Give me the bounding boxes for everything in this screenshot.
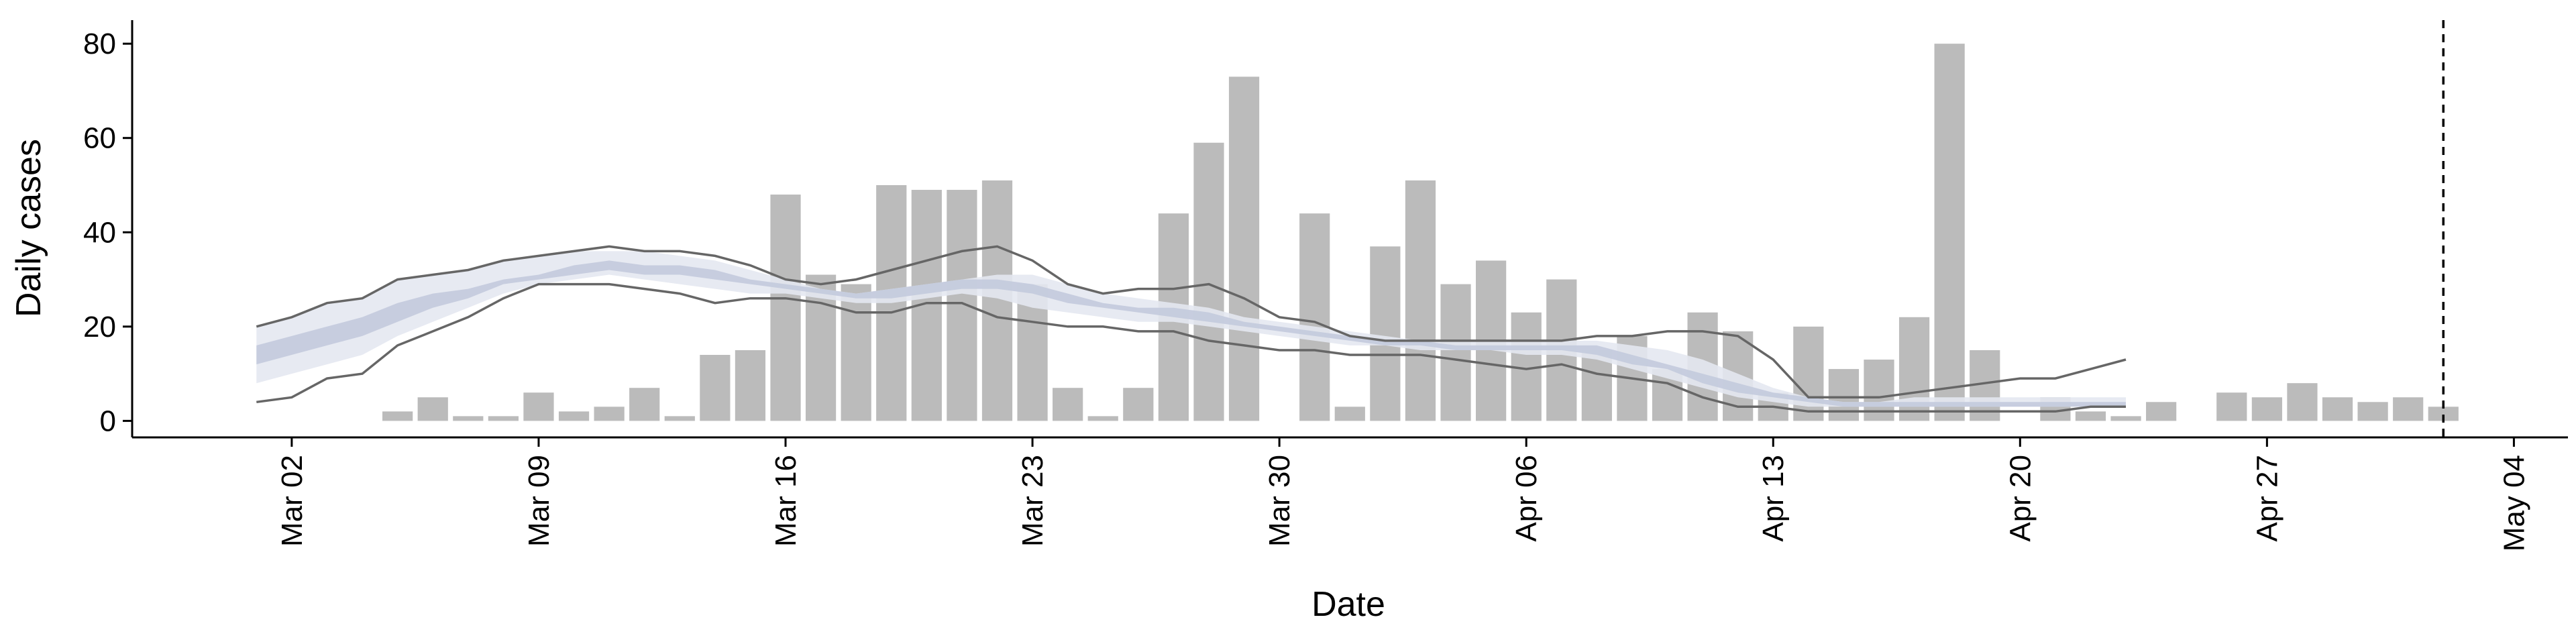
y-tick-label: 60	[83, 122, 116, 155]
bar	[1299, 213, 1330, 421]
x-tick-label: Mar 09	[523, 455, 555, 547]
x-tick-label: Mar 02	[276, 455, 309, 547]
bar	[1934, 44, 1965, 421]
bar	[1334, 407, 1365, 421]
y-axis-label: Daily cases	[9, 139, 48, 317]
bar	[1228, 76, 1260, 421]
bar	[629, 388, 660, 421]
line	[256, 282, 2126, 413]
bar	[1087, 416, 1118, 421]
x-tick-label: May 04	[2498, 455, 2530, 551]
bar	[2357, 402, 2388, 421]
bar	[2428, 407, 2459, 421]
bar	[488, 416, 519, 421]
bar	[523, 392, 554, 421]
bar	[2075, 411, 2106, 421]
x-tick-label: Apr 13	[1757, 455, 1790, 542]
bar	[558, 411, 590, 421]
bar	[2216, 392, 2247, 421]
bar	[1793, 326, 1824, 421]
bar	[735, 350, 766, 421]
x-tick-label: Mar 30	[1263, 455, 1296, 547]
bar	[417, 397, 448, 421]
bar	[841, 284, 871, 421]
y-tick-label: 40	[83, 216, 116, 249]
x-axis-label: Date	[1311, 585, 1385, 624]
bar	[1440, 284, 1471, 421]
y-tick-label: 20	[83, 311, 116, 343]
bar	[2322, 397, 2353, 421]
bar	[1053, 388, 1083, 421]
bar	[594, 407, 625, 421]
bar	[2251, 397, 2282, 421]
bar	[1123, 388, 1154, 421]
bar	[2146, 402, 2177, 421]
y-tick-label: 80	[83, 28, 116, 60]
bar	[2287, 383, 2318, 421]
bar	[2110, 416, 2141, 421]
x-tick-label: Apr 06	[1510, 455, 1543, 542]
bar	[664, 416, 695, 421]
bar	[770, 195, 801, 421]
x-tick-label: Mar 16	[769, 455, 802, 547]
bar	[2393, 397, 2424, 421]
x-tick-label: Apr 20	[2004, 455, 2037, 542]
bar	[700, 355, 731, 421]
x-tick-label: Mar 23	[1016, 455, 1049, 547]
bar	[1405, 180, 1436, 421]
bar	[382, 411, 413, 421]
bar	[1828, 369, 1860, 421]
bar	[947, 190, 977, 421]
bar	[453, 416, 484, 421]
bar	[1370, 246, 1401, 421]
line	[256, 245, 2127, 399]
y-tick-label: 0	[100, 405, 116, 437]
bar	[1193, 142, 1224, 421]
x-tick-label: Apr 27	[2251, 455, 2284, 542]
